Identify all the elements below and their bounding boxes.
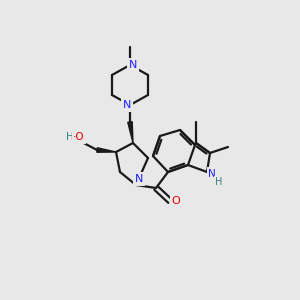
Text: N: N — [208, 169, 216, 179]
Text: ·O: ·O — [73, 132, 85, 142]
Text: O: O — [172, 196, 180, 206]
Text: N: N — [135, 174, 143, 184]
Text: H: H — [66, 132, 74, 142]
Text: H: H — [215, 177, 223, 187]
Polygon shape — [128, 122, 133, 143]
Text: N: N — [123, 100, 131, 110]
Text: N: N — [129, 60, 137, 70]
Polygon shape — [97, 148, 116, 152]
